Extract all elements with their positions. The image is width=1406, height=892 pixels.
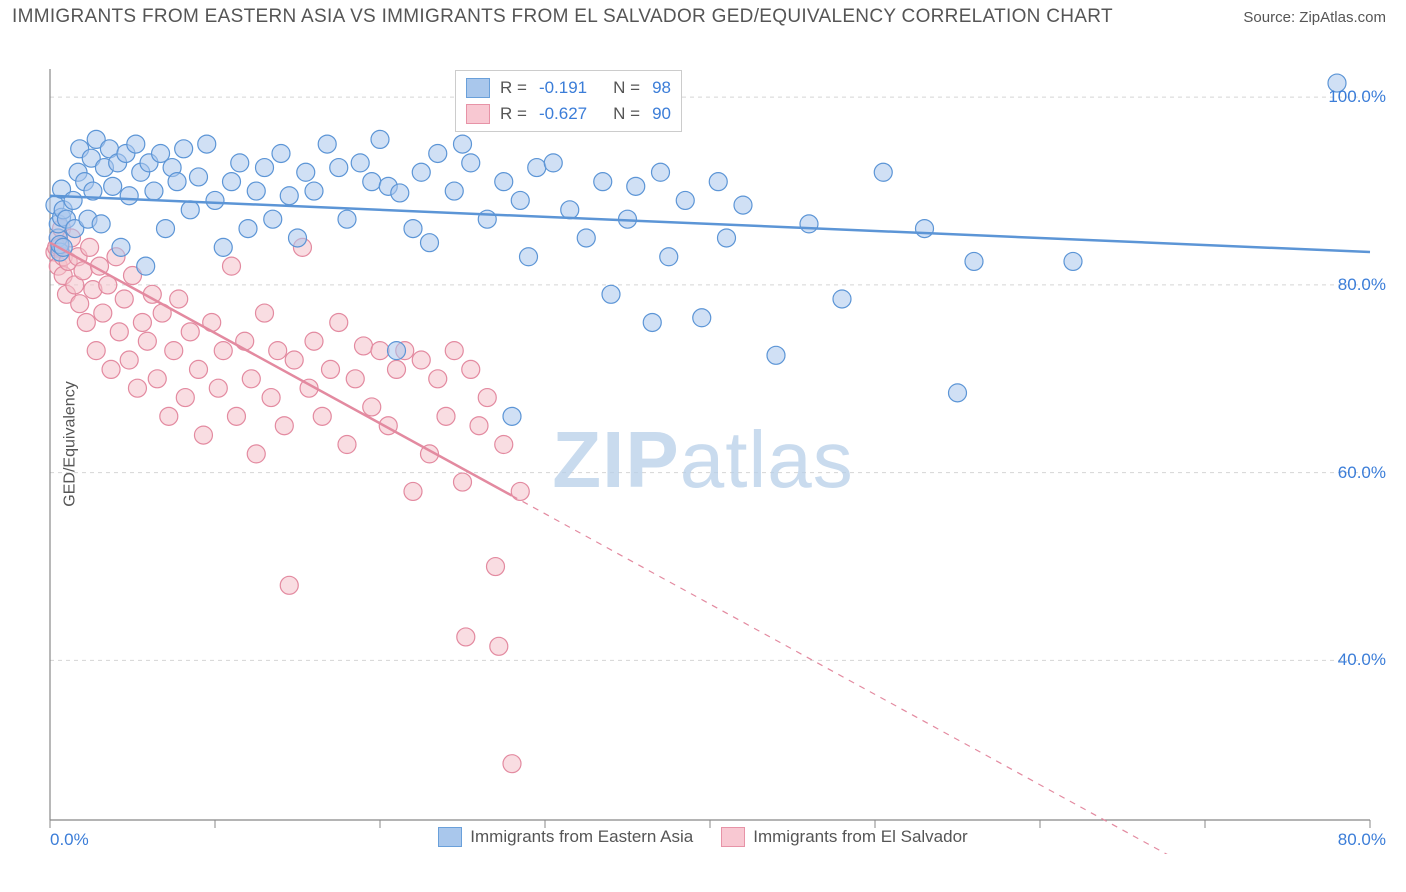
y-tick-label: 100.0% bbox=[1328, 87, 1386, 107]
y-tick-label: 80.0% bbox=[1338, 275, 1386, 295]
r-label: R = bbox=[500, 101, 527, 127]
correlation-legend: R = -0.191 N = 98 R = -0.627 N = 90 bbox=[455, 70, 682, 132]
plot-wrap: GED/Equivalency ZIPatlas R = -0.191 N = … bbox=[0, 34, 1406, 854]
n-value-a: 98 bbox=[652, 75, 671, 101]
n-value-b: 90 bbox=[652, 101, 671, 127]
r-value-a: -0.191 bbox=[539, 75, 587, 101]
legend-swatch-a bbox=[466, 78, 490, 98]
source-prefix: Source: bbox=[1243, 9, 1299, 26]
source-link[interactable]: ZipAtlas.com bbox=[1299, 9, 1386, 26]
legend-swatch-b bbox=[466, 104, 490, 124]
legend-swatch-b-b bbox=[721, 827, 745, 847]
n-label: N = bbox=[613, 75, 640, 101]
legend-label-a: Immigrants from Eastern Asia bbox=[470, 827, 693, 847]
legend-swatch-a-b bbox=[438, 827, 462, 847]
r-value-b: -0.627 bbox=[539, 101, 587, 127]
chart-title: IMMIGRANTS FROM EASTERN ASIA VS IMMIGRAN… bbox=[12, 6, 1113, 28]
n-label: N = bbox=[613, 101, 640, 127]
source-attribution: Source: ZipAtlas.com bbox=[1243, 9, 1386, 26]
y-tick-label: 60.0% bbox=[1338, 463, 1386, 483]
series-legend: Immigrants from Eastern Asia Immigrants … bbox=[0, 820, 1406, 854]
legend-item-b: Immigrants from El Salvador bbox=[721, 827, 967, 847]
legend-item-a: Immigrants from Eastern Asia bbox=[438, 827, 693, 847]
r-label: R = bbox=[500, 75, 527, 101]
scatter-plot bbox=[0, 34, 1406, 854]
header-bar: IMMIGRANTS FROM EASTERN ASIA VS IMMIGRAN… bbox=[0, 0, 1406, 34]
legend-row-series-b: R = -0.627 N = 90 bbox=[466, 101, 671, 127]
legend-label-b: Immigrants from El Salvador bbox=[753, 827, 967, 847]
y-tick-label: 40.0% bbox=[1338, 650, 1386, 670]
legend-row-series-a: R = -0.191 N = 98 bbox=[466, 75, 671, 101]
